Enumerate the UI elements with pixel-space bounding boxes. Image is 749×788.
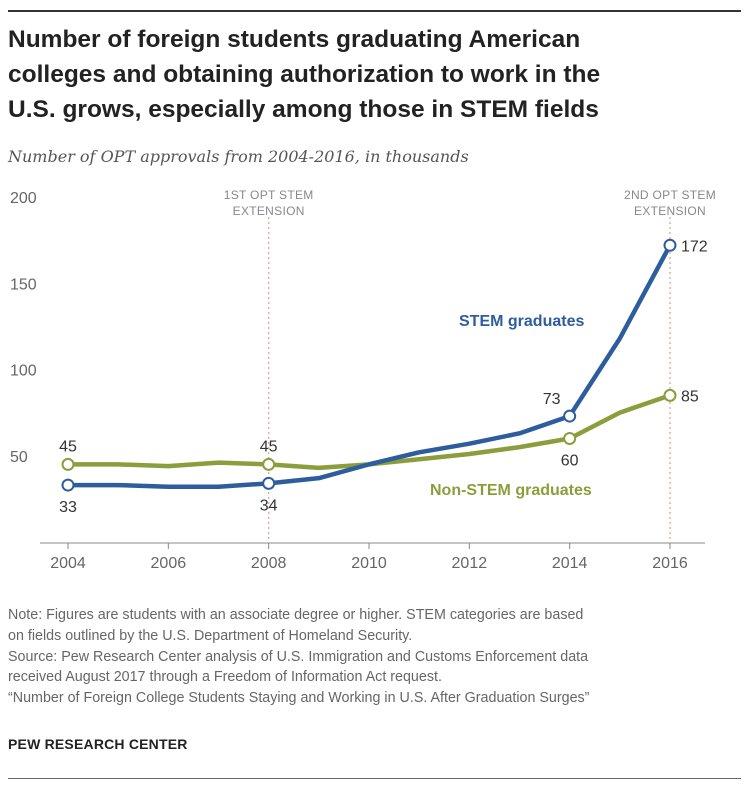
note-line: Note: Figures are students with an assoc… xyxy=(8,607,584,623)
annotation-label: EXTENSION xyxy=(634,204,706,218)
report-title-line: “Number of Foreign College Students Stay… xyxy=(8,690,590,707)
y-tick-label: 50 xyxy=(10,449,28,466)
x-tick-label: 2016 xyxy=(652,555,688,572)
non-stem-data-label: 85 xyxy=(681,388,699,405)
x-tick-label: 2010 xyxy=(351,555,387,572)
stem-data-label: 33 xyxy=(59,499,77,516)
stem-data-label: 73 xyxy=(543,391,561,408)
non-stem-point-marker xyxy=(563,432,577,445)
stem-data-label: 172 xyxy=(681,238,708,255)
chart-subtitle: Number of OPT approvals from 2004-2016, … xyxy=(8,147,469,166)
stem-point-marker xyxy=(563,409,577,423)
non-stem-point-marker xyxy=(61,457,75,471)
top-rule xyxy=(8,10,741,12)
title-line: Number of foreign students graduating Am… xyxy=(8,26,581,53)
non-stem-data-label: 45 xyxy=(260,438,278,455)
stem-series-label: STEM graduates xyxy=(459,313,584,330)
title-line: colleges and obtaining authorization to … xyxy=(8,61,601,88)
chart-notes: Note: Figures are students with an assoc… xyxy=(8,605,743,709)
note-line: on fields outlined by the U.S. Departmen… xyxy=(8,627,413,644)
line-chart: 50 100 150 200 1ST OPT STEM EXTENSION 2ND OPT … xyxy=(10,188,716,572)
source-line: Source: Pew Research Center analysis of … xyxy=(8,648,589,665)
x-tick-label: 2006 xyxy=(151,555,187,572)
non-stem-data-label: 45 xyxy=(59,438,77,455)
y-tick-label: 100 xyxy=(10,363,37,380)
x-tick-label: 2008 xyxy=(251,555,287,572)
title-line: U.S. grows, especially among those in ST… xyxy=(8,96,599,123)
stem-point-marker xyxy=(663,238,677,252)
non-stem-series-label: Non-STEM graduates xyxy=(430,482,592,499)
x-tick-label: 2012 xyxy=(452,555,488,572)
x-tick-label: 2004 xyxy=(50,555,86,572)
y-tick-label: 200 xyxy=(10,190,37,207)
chart-title: Number of foreign students graduating Am… xyxy=(8,22,738,127)
annotation-label: 1ST OPT STEM xyxy=(224,188,314,202)
pew-research-center-logo: PEW RESEARCH CENTER xyxy=(8,736,188,752)
stem-series-line xyxy=(65,243,673,490)
non-stem-point-marker xyxy=(663,388,677,402)
non-stem-data-label: 60 xyxy=(561,453,579,470)
y-tick-label: 150 xyxy=(10,276,37,293)
bottom-rule xyxy=(8,778,741,779)
stem-point-marker xyxy=(262,476,276,490)
stem-data-label: 34 xyxy=(260,497,278,514)
non-stem-point-marker xyxy=(262,457,276,471)
x-tick-label: 2014 xyxy=(552,555,588,572)
source-line: received August 2017 through a Freedom o… xyxy=(8,669,442,686)
annotation-label: 2ND OPT STEM xyxy=(624,188,716,202)
stem-point-marker xyxy=(61,478,75,492)
annotation-label: EXTENSION xyxy=(233,204,305,218)
non-stem-series-line xyxy=(65,393,673,471)
